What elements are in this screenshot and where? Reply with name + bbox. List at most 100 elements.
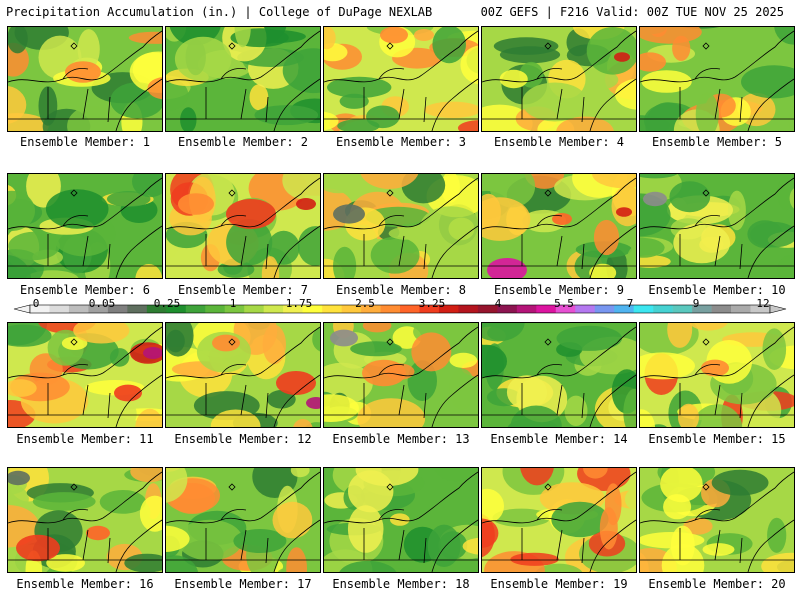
map-panel-member-11 bbox=[7, 322, 163, 428]
colorbar-swatch bbox=[477, 305, 498, 313]
colorbar-label: 12 bbox=[756, 297, 770, 310]
map-boundary-line bbox=[47, 528, 111, 564]
map-boundary-line bbox=[747, 78, 794, 131]
precip-blob bbox=[767, 517, 787, 553]
precip-blob bbox=[434, 468, 477, 482]
map-boundary-line bbox=[62, 364, 89, 376]
precip-blob bbox=[482, 197, 531, 241]
map-boundary-line bbox=[521, 528, 585, 564]
colorbar-swatch bbox=[127, 305, 148, 313]
colorbar-swatch bbox=[361, 305, 381, 313]
member-label: Ensemble Member: 2 bbox=[177, 135, 309, 149]
precip-blob bbox=[333, 246, 357, 278]
map-boundary-line bbox=[694, 215, 721, 227]
colorbar-swatch bbox=[438, 305, 459, 313]
precip-blob bbox=[339, 93, 369, 109]
member-label: Ensemble Member: 18 bbox=[332, 577, 470, 591]
precip-blob bbox=[660, 468, 703, 503]
precip-blob bbox=[61, 336, 88, 350]
precip-field-map bbox=[166, 323, 320, 427]
precip-field-map bbox=[166, 27, 320, 131]
colorbar-swatch bbox=[88, 305, 109, 313]
precip-blob bbox=[339, 560, 397, 572]
map-boundary-line bbox=[576, 30, 636, 78]
precip-blob bbox=[166, 468, 188, 503]
precip-maximum bbox=[616, 207, 632, 217]
precip-blob bbox=[482, 376, 488, 410]
station-marker bbox=[702, 338, 710, 346]
precip-blob bbox=[750, 221, 794, 248]
precip-blob bbox=[761, 552, 794, 572]
map-boundary-line bbox=[62, 509, 89, 521]
map-boundary-line bbox=[205, 528, 269, 564]
colorbar-label: 2.5 bbox=[355, 297, 375, 310]
colorbar-swatch bbox=[458, 305, 479, 313]
map-boundary-line bbox=[576, 326, 636, 374]
precip-maximum bbox=[178, 193, 214, 215]
precip-field-map bbox=[640, 323, 794, 427]
precip-blob bbox=[254, 105, 319, 126]
precip-blob bbox=[492, 508, 551, 527]
map-boundary-line bbox=[273, 519, 320, 572]
colorbar-swatch bbox=[614, 305, 634, 313]
colorbar-swatch bbox=[244, 305, 264, 313]
precip-field-map bbox=[8, 27, 162, 131]
map-boundary-line bbox=[418, 30, 478, 78]
map-boundary-line bbox=[694, 364, 721, 376]
member-label: Ensemble Member: 5 bbox=[651, 135, 783, 149]
map-boundary-line bbox=[679, 383, 743, 419]
map-boundary-line bbox=[102, 471, 162, 519]
precip-blob bbox=[427, 524, 461, 567]
precip-maximum bbox=[16, 534, 60, 562]
colorbar-swatch bbox=[536, 305, 557, 313]
precip-blob bbox=[73, 323, 130, 344]
map-boundary-line bbox=[536, 364, 563, 376]
precip-maximum bbox=[701, 359, 729, 377]
precip-blob bbox=[282, 48, 320, 94]
map-boundary-line bbox=[747, 225, 794, 278]
map-boundary-line bbox=[205, 87, 269, 123]
precip-blob bbox=[324, 27, 336, 50]
station-marker bbox=[228, 42, 236, 50]
precip-blob bbox=[166, 525, 190, 553]
member-label: Ensemble Member: 20 bbox=[648, 577, 786, 591]
precip-blob bbox=[147, 77, 162, 100]
precip-blob bbox=[667, 323, 693, 348]
member-label: Ensemble Member: 6 bbox=[19, 283, 151, 297]
chart-title: Precipitation Accumulation (in.) | Colle… bbox=[6, 5, 433, 19]
precip-blob bbox=[449, 352, 478, 368]
precip-blob bbox=[210, 409, 261, 427]
map-panel-member-16 bbox=[7, 467, 163, 573]
colorbar-label: 9 bbox=[692, 297, 700, 310]
precip-blob bbox=[593, 219, 620, 256]
colorbar-swatch bbox=[380, 305, 401, 313]
precip-blob bbox=[420, 206, 478, 248]
precip-field-map bbox=[640, 468, 794, 572]
map-boundary-line bbox=[205, 234, 269, 270]
map-panel-member-17 bbox=[165, 467, 321, 573]
colorbar-swatch bbox=[400, 305, 420, 313]
precip-blob bbox=[32, 492, 96, 511]
precip-maximum bbox=[143, 347, 162, 359]
precip-blob bbox=[592, 174, 636, 189]
colorbar-swatch bbox=[283, 305, 303, 313]
map-boundary-line bbox=[260, 326, 320, 374]
precip-blob bbox=[327, 76, 392, 98]
map-panel-member-15 bbox=[639, 322, 795, 428]
station-marker bbox=[544, 42, 552, 50]
precip-blob bbox=[535, 563, 583, 572]
precip-field-map bbox=[482, 27, 636, 131]
map-boundary-line bbox=[273, 374, 320, 427]
map-boundary-line bbox=[115, 374, 162, 427]
member-label: Ensemble Member: 14 bbox=[490, 432, 628, 446]
map-boundary-line bbox=[747, 519, 794, 572]
precip-blob bbox=[234, 27, 251, 48]
map-panel-member-1 bbox=[7, 26, 163, 132]
colorbar-swatch bbox=[711, 305, 732, 313]
colorbar-swatch bbox=[594, 305, 615, 313]
precip-blob bbox=[623, 388, 636, 427]
member-label: Ensemble Member: 3 bbox=[335, 135, 467, 149]
precip-blob bbox=[177, 519, 243, 561]
colorbar-swatch bbox=[68, 305, 89, 313]
map-boundary-line bbox=[102, 326, 162, 374]
